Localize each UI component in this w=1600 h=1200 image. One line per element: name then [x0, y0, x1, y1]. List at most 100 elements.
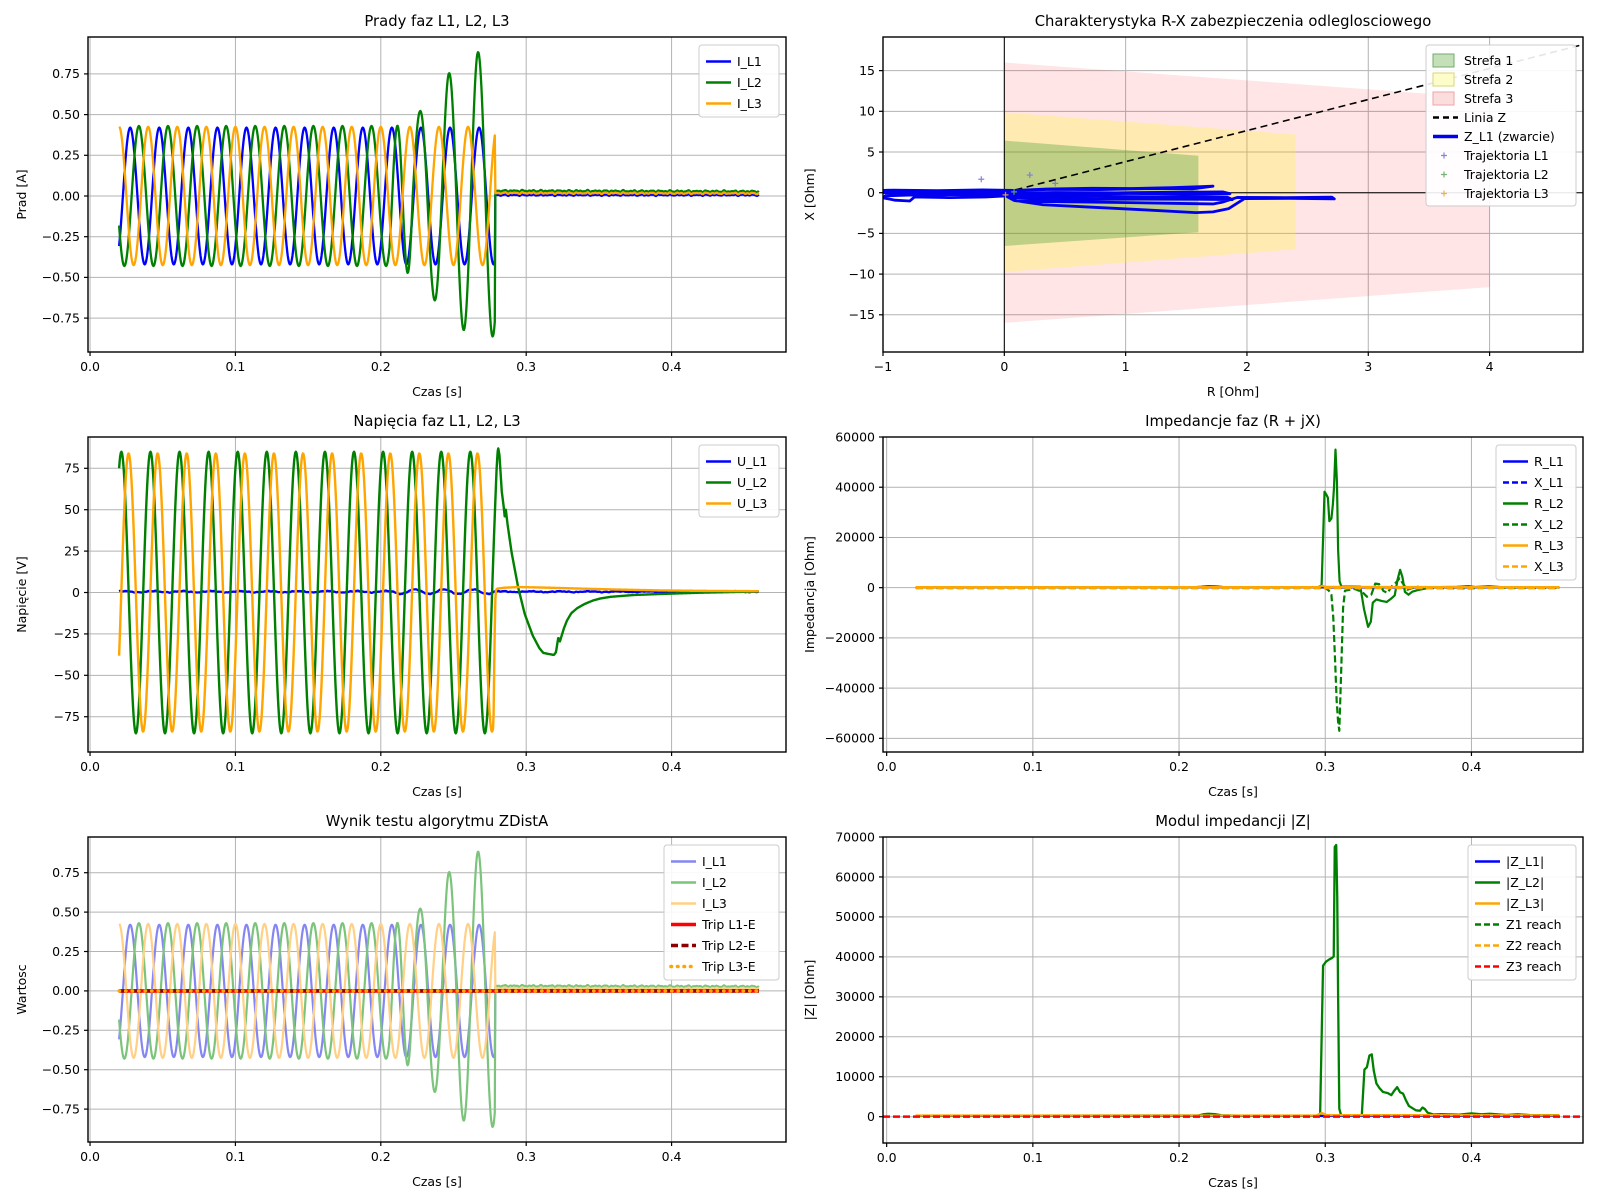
- x-tick-label: 0.0: [80, 759, 100, 774]
- legend-label: R_L1: [1534, 454, 1564, 469]
- y-tick-label: −0.50: [42, 1062, 80, 1077]
- legend: U_L1 U_L2 U_L3: [698, 444, 780, 518]
- y-tick-label: 20000: [835, 1029, 875, 1044]
- legend-label: I_L3: [702, 896, 727, 911]
- chart-rx-characteristic: −1 0 1 2 3 4 15 10 5 0 −5 −10 −15 Charakterystyka R-X…: [800, 0, 1600, 400]
- chart-impedance-modulus: 0.0 0.1 0.2 0.3 0.4 70000 60000 50000 40000 30000…: [800, 800, 1600, 1200]
- legend: |Z_L1| |Z_L2| |Z_L3| Z1 reach Z2 reach Z3 rea…: [1467, 844, 1577, 981]
- legend-label: X_L2: [1534, 517, 1564, 532]
- series-i-l2: [117, 51, 760, 338]
- y-tick-label: 30000: [835, 989, 875, 1004]
- legend-label: |Z_L2|: [1506, 875, 1544, 890]
- y-tick-label: 0.25: [52, 944, 80, 959]
- x-tick-label: 0.2: [1169, 759, 1189, 774]
- tick-labels: 0.0 0.1 0.2 0.3 0.4 70000 60000 50000 40000 30000…: [835, 829, 1481, 1165]
- x-tick-label: −1: [874, 359, 892, 374]
- x-tick-label: 0.3: [1315, 1150, 1335, 1165]
- legend-label: R_L3: [1534, 538, 1564, 553]
- y-tick-label: 0: [72, 585, 80, 600]
- legend-label: Trajektoria L2: [1463, 167, 1549, 182]
- legend-label: Strefa 2: [1464, 72, 1513, 87]
- x-tick-label: 0.2: [1169, 1150, 1189, 1165]
- x-tick-label: 0.1: [1023, 759, 1043, 774]
- y-tick-label: 10000: [835, 1069, 875, 1084]
- legend-label: X_L3: [1534, 559, 1564, 574]
- series-i-l3: [118, 125, 760, 267]
- x-tick-label: 2: [1243, 359, 1251, 374]
- legend-label: Z_L1 (zwarcie): [1464, 129, 1555, 144]
- chart-zdista-result: 0.0 0.1 0.2 0.3 0.4 0.75 0.50 0.25 0.00 −0.25 −0.5…: [0, 800, 800, 1200]
- y-tick-label: 25: [64, 543, 80, 558]
- legend-label: U_L1: [737, 454, 767, 469]
- x-tick-label: 0.4: [662, 759, 682, 774]
- y-tick-label: −15: [849, 307, 875, 322]
- x-tick-label: 0.4: [1462, 759, 1482, 774]
- x-tick-label: 0.4: [662, 359, 682, 374]
- axes-frame: [87, 436, 787, 753]
- y-tick-label: 0.50: [52, 904, 80, 919]
- legend-label: I_L1: [737, 54, 762, 69]
- x-tick-label: 0.1: [225, 359, 245, 374]
- legend-label: |Z_L3|: [1506, 896, 1544, 911]
- y-tick-label: 0: [867, 580, 875, 595]
- x-axis-label: Czas [s]: [1208, 784, 1258, 799]
- x-axis-label: Czas [s]: [412, 784, 462, 799]
- x-tick-label: 0.3: [516, 359, 536, 374]
- chart-title: Prady faz L1, L2, L3: [364, 13, 509, 30]
- y-tick-label: 0.00: [52, 983, 80, 998]
- y-tick-label: −75: [54, 709, 80, 724]
- y-axis-label: Napięcie [V]: [14, 556, 29, 632]
- x-axis-label: Czas [s]: [412, 1174, 462, 1189]
- series-group: [117, 447, 760, 735]
- y-axis-label: Wartosc: [14, 964, 29, 1014]
- x-tick-label: 0.2: [371, 759, 391, 774]
- y-tick-label: 50: [64, 502, 80, 517]
- x-tick-label: 0.1: [225, 1149, 245, 1164]
- y-axis-label: Prad [A]: [14, 169, 29, 219]
- y-tick-label: 70000: [835, 829, 875, 844]
- chart-title: Impedancje faz (R + jX): [1145, 413, 1321, 430]
- x-tick-label: 0.0: [80, 1149, 100, 1164]
- tick-labels: 0.0 0.1 0.2 0.3 0.4 75 50 25 0 −25 −50 −75: [54, 461, 682, 774]
- y-tick-label: −0.50: [42, 270, 80, 285]
- x-tick-label: 3: [1364, 359, 1372, 374]
- legend-label: I_L2: [737, 75, 762, 90]
- y-tick-label: 0: [867, 1109, 875, 1124]
- x-tick-label: 0.0: [80, 359, 100, 374]
- legend-label: |Z_L1|: [1506, 854, 1544, 869]
- series-z-l1-zwarcie-: [883, 184, 1336, 215]
- series-group: [117, 51, 760, 338]
- legend-label: Z3 reach: [1506, 959, 1562, 974]
- trajectory-marker: [978, 176, 985, 183]
- tick-labels: 0.0 0.1 0.2 0.3 0.4 0.75 0.50 0.25 0.00 −0.25 −0.5…: [42, 865, 682, 1164]
- x-tick-label: 0.2: [371, 359, 391, 374]
- legend: Strefa 1 Strefa 2 Strefa 3 Linia Z Z_L1 (zwa…: [1425, 44, 1577, 207]
- y-tick-label: 15: [859, 63, 875, 78]
- y-tick-label: 50000: [835, 909, 875, 924]
- chart-voltages: 0.0 0.1 0.2 0.3 0.4 75 50 25 0 −25 −50 −75 Napięcia …: [0, 400, 800, 800]
- legend: R_L1 X_L1 R_L2 X_L2 R_L3 X_L3: [1495, 444, 1577, 581]
- axes-frame: [87, 836, 787, 1143]
- y-tick-label: −0.25: [42, 1023, 80, 1038]
- chart-currents: 0.0 0.1 0.2 0.3 0.4 0.75 0.50 0.25 0.00 −0.25 −0.5…: [0, 0, 800, 400]
- x-axis-label: R [Ohm]: [1207, 384, 1259, 399]
- legend-label: U_L3: [737, 496, 767, 511]
- tick-labels: 0.0 0.1 0.2 0.3 0.4 60000 40000 20000 0 −20000 −40…: [825, 429, 1482, 774]
- y-tick-label: −0.75: [42, 1101, 80, 1116]
- y-tick-label: −60000: [825, 731, 875, 746]
- chart-title: Charakterystyka R-X zabezpieczenia odleg…: [1035, 13, 1432, 30]
- trajectory-marker: [1011, 188, 1018, 195]
- legend-label: Strefa 1: [1464, 53, 1513, 68]
- y-axis-label: |Z| [Ohm]: [802, 960, 817, 1021]
- y-tick-label: −0.25: [42, 229, 80, 244]
- series-x-l2: [915, 577, 1560, 732]
- legend-label: I_L3: [737, 96, 762, 111]
- x-tick-label: 0.0: [877, 759, 897, 774]
- legend-label: Trip L2-E: [701, 938, 756, 953]
- legend-label: Trip L1-E: [701, 917, 756, 932]
- series--z-l3-: [915, 1111, 1560, 1117]
- y-tick-label: 10: [859, 104, 875, 119]
- axes-frame: [87, 36, 787, 353]
- axes-frame: [882, 436, 1584, 753]
